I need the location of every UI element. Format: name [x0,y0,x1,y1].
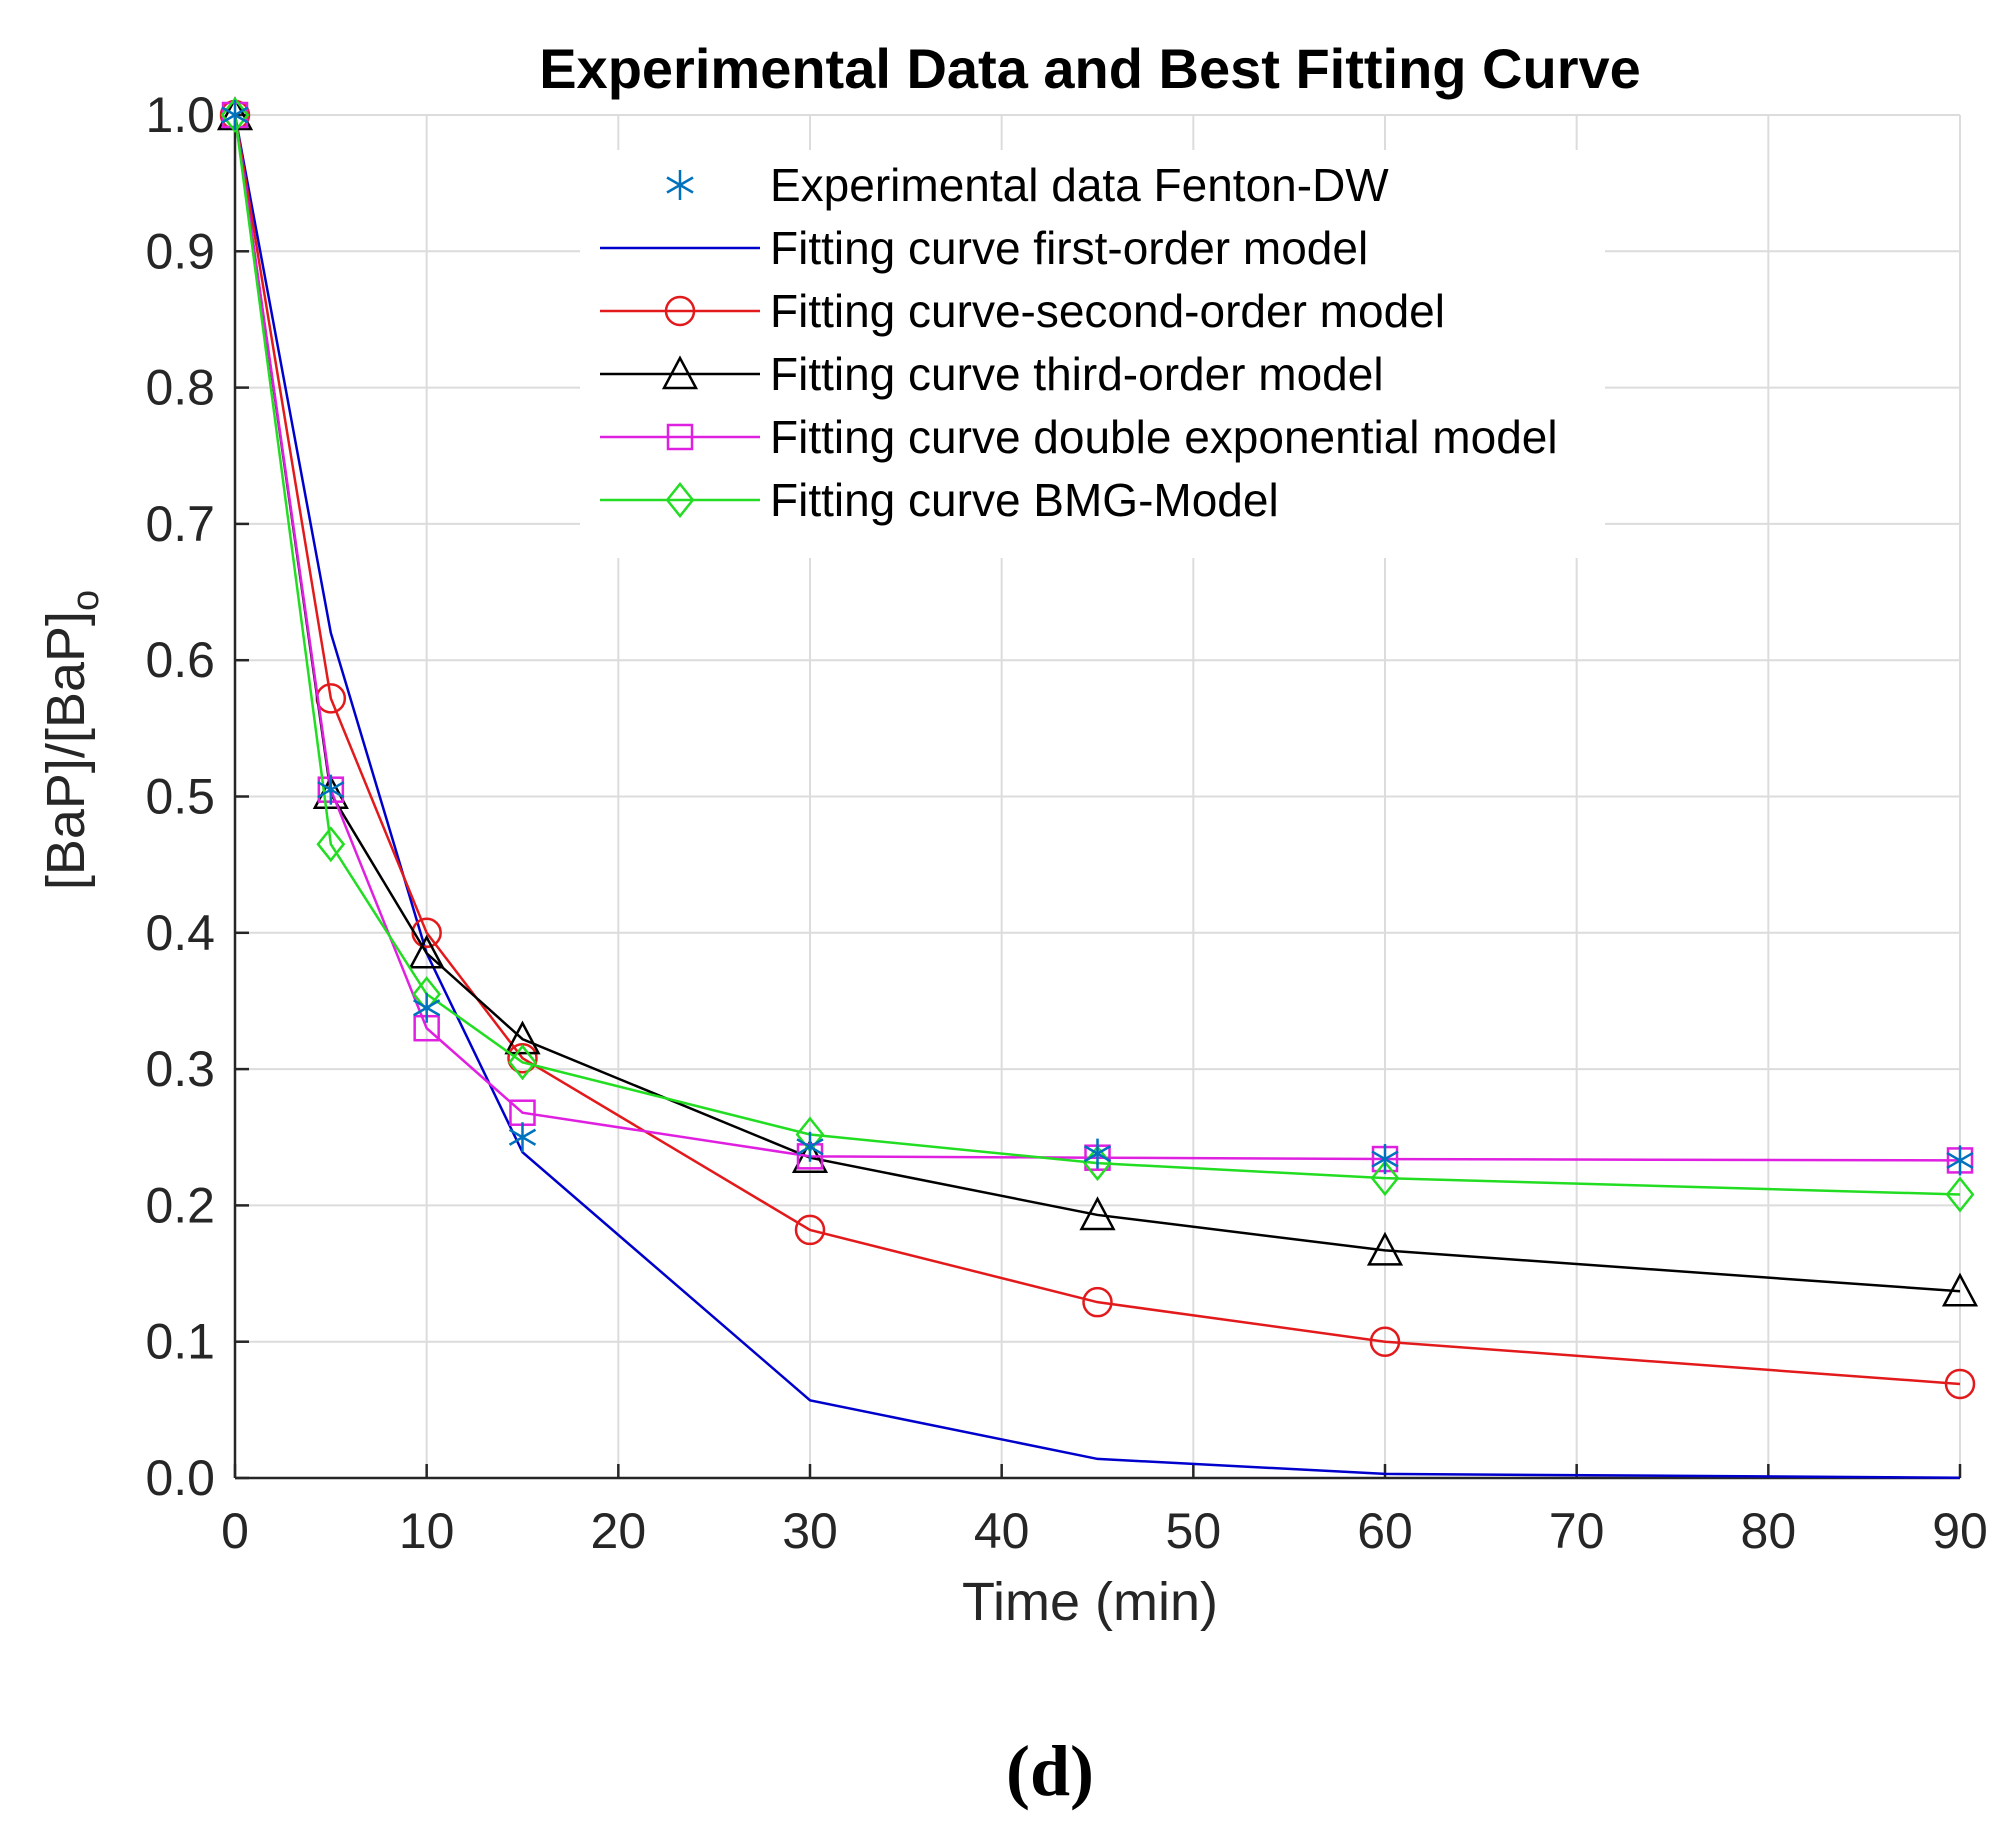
data-point [1370,1160,1400,1197]
chart-title: Experimental Data and Best Fitting Curve [539,37,1641,100]
legend-entry: Experimental data Fenton-DW [666,159,1389,211]
y-tick-label: 0.9 [145,223,215,279]
asterisk-stroke [1083,1145,1112,1163]
legend-box [580,150,1605,558]
y-axis-label: [BaP]/[BaP]o [36,590,107,890]
data-point [1941,1272,1979,1307]
asterisk-stroke [666,176,694,194]
y-axis-label-main: [BaP]/[BaP] [36,611,96,890]
data-point [1079,1196,1116,1231]
data-point [408,934,445,969]
y-tick-label: 0.4 [145,905,215,961]
legend-marker [666,423,694,451]
series-line [233,114,1961,1162]
data-point [1946,1145,1974,1176]
x-tick-label: 40 [974,1503,1030,1559]
x-tick-label: 10 [399,1503,455,1559]
legend-entry: Fitting curve third-order model [600,348,1384,400]
y-tick-label: 1.0 [145,87,215,143]
data-point [1944,1368,1976,1400]
x-tick-label: 60 [1357,1503,1413,1559]
y-tick-label: 0.1 [145,1314,215,1370]
legend-marker [666,170,694,200]
data-point [1369,1326,1401,1357]
legend-entry: Fitting curve-second-order model [600,285,1445,337]
data-point [794,1214,826,1246]
x-tick-label: 20 [591,1503,647,1559]
x-tick-label: 90 [1932,1503,1988,1559]
legend-marker [664,295,696,327]
data-point [316,826,346,863]
data-point [1371,1144,1399,1175]
data-point [796,1131,824,1162]
y-tick-label: 0.7 [145,496,215,552]
y-tick-label: 0.3 [145,1041,215,1097]
asterisk-stroke [413,999,441,1017]
asterisk-stroke [317,781,345,799]
legend-label: Experimental data Fenton-DW [770,159,1389,211]
data-point [1366,1231,1404,1266]
y-tick-label: 0.0 [145,1450,215,1506]
x-tick-label: 70 [1549,1503,1605,1559]
series-experimental-data-fenton-dw [221,100,1974,1176]
legend-entry: Fitting curve double exponential model [600,411,1558,463]
figure-caption: (d) [1006,1731,1094,1811]
series-fitting-curve-first-order-model [233,114,1961,1479]
data-point [504,1020,541,1055]
legend-label: Fitting curve BMG-Model [770,474,1279,526]
asterisk-stroke [508,1128,537,1146]
asterisk-stroke [1946,1151,1974,1170]
x-tick-label: 50 [1166,1503,1222,1559]
legend-entry: Fitting curve BMG-Model [600,474,1279,526]
y-tick-label: 0.6 [145,632,215,688]
data-point [317,774,345,805]
legend-label: Fitting curve-second-order model [770,285,1445,337]
y-tick-label: 0.2 [145,1177,215,1233]
axes [233,113,1962,1480]
series-line [233,114,1961,1479]
data-point [508,1044,537,1081]
legend-label: Fitting curve third-order model [770,348,1384,400]
data-point [221,100,249,130]
x-tick-label: 30 [782,1503,838,1559]
asterisk-stroke [221,106,249,124]
data-point [411,917,442,949]
y-tick-label: 0.5 [145,769,215,825]
y-axis-label-subscript: o [65,590,107,611]
asterisk-stroke [1371,1150,1399,1168]
tick-labels: 0 10 20 30 40 50 60 70 80 90 0.0 0.1 0.2 0.3 0.4 0.5 0.6… [145,87,1987,1559]
y-tick-label: 0.8 [145,360,215,416]
data-point [413,992,441,1023]
series-line [233,114,1961,1196]
legend-label: Fitting curve double exponential model [770,411,1558,463]
data-point [508,1122,537,1153]
x-axis-label: Time (min) [962,1572,1218,1632]
legend-marker [661,355,699,390]
data-point [1945,1176,1975,1213]
x-tick-label: 80 [1741,1503,1797,1559]
series-line [233,114,1961,1386]
data-point [507,1042,538,1074]
legend-entry: Fitting curve first-order model [600,222,1368,274]
asterisk-stroke [796,1138,824,1156]
series-group [216,96,1979,1479]
data-point [1082,1286,1113,1318]
legend: Experimental data Fenton-DW Fitting curve… [580,150,1605,558]
x-tick-label: 0 [221,1503,249,1559]
legend-marker [665,481,695,519]
data-point [1083,1138,1112,1169]
legend-label: Fitting curve first-order model [770,222,1368,274]
